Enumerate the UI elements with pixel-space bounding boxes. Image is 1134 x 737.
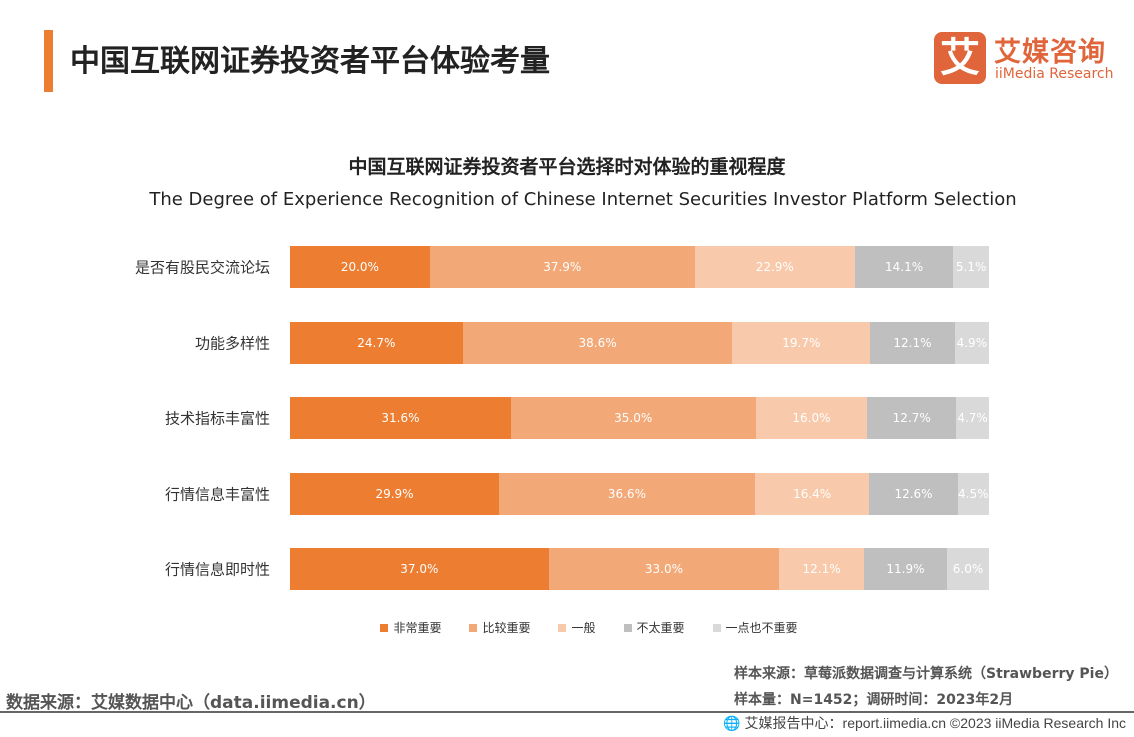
bar-segment: 14.1%: [854, 246, 954, 288]
logo-mark: 艾: [934, 32, 986, 84]
data-label: 35.0%: [614, 411, 653, 425]
data-label: 4.5%: [958, 487, 989, 501]
bar-segment: 24.7%: [290, 322, 463, 364]
bar-segment: 19.7%: [732, 322, 871, 364]
bar-segment: 36.6%: [499, 473, 755, 515]
data-label: 5.1%: [955, 260, 987, 274]
bar-segment: 12.1%: [779, 548, 864, 590]
bar-segment: 6.0%: [947, 548, 989, 590]
page-title: 中国互联网证券投资者平台体验考量: [70, 44, 550, 79]
data-label: 36.6%: [607, 487, 646, 501]
category-label: 技术指标丰富性: [164, 409, 270, 428]
data-label: 12.6%: [894, 487, 933, 501]
legend-item: 一般: [558, 619, 596, 636]
bar-segment: 33.0%: [548, 548, 780, 590]
bar-segment: 4.7%: [956, 397, 989, 439]
bar-segment: 4.5%: [957, 473, 989, 515]
footer-report-text: 艾媒报告中心：report.iimedia.cn ©2023 iiMedia R…: [744, 715, 1126, 731]
globe-icon: 🌐: [723, 715, 741, 731]
bar-segment: 31.6%: [290, 397, 511, 439]
legend-item: 一点也不重要: [712, 619, 798, 636]
data-source: 数据来源：艾媒数据中心（data.iimedia.cn）: [6, 693, 376, 713]
data-label: 37.0%: [400, 562, 439, 576]
category-label: 行情信息即时性: [164, 560, 270, 579]
bar-segment: 12.6%: [869, 473, 958, 515]
legend-item: 不太重要: [623, 619, 685, 636]
category-label: 功能多样性: [194, 334, 270, 353]
category-label: 是否有股民交流论坛: [134, 258, 270, 277]
legend-label: 一般: [571, 621, 596, 635]
bar-segment: 5.1%: [953, 246, 989, 288]
legend-item: 非常重要: [380, 619, 441, 636]
data-label: 33.0%: [644, 562, 684, 576]
bar-segment: 4.9%: [954, 322, 989, 364]
legend-swatch: [558, 623, 567, 632]
logo-text-cn: 艾媒咨询: [994, 37, 1106, 68]
bar-segment: 16.4%: [754, 473, 870, 515]
sample-source: 样本来源：草莓派数据调查与计算系统（Strawberry Pie）: [734, 666, 1118, 682]
legend-label: 比较重要: [482, 621, 531, 635]
data-label: 4.9%: [956, 336, 988, 350]
data-label: 31.6%: [381, 411, 420, 425]
bar-segment: 37.0%: [290, 548, 549, 590]
data-label: 20.0%: [340, 260, 379, 274]
data-label: 12.1%: [893, 336, 932, 350]
data-label: 37.9%: [543, 260, 582, 274]
bar-segment: 35.0%: [510, 397, 756, 439]
data-label: 24.7%: [357, 336, 396, 350]
bar-segment: 12.1%: [870, 322, 955, 364]
data-label: 22.9%: [755, 260, 794, 274]
bar-segment: 12.7%: [867, 397, 957, 439]
data-label: 12.1%: [802, 562, 841, 576]
sample-size: 样本量：N=1452；调研时间：2023年2月: [734, 692, 1014, 708]
data-label: 6.0%: [952, 562, 984, 576]
data-label: 4.7%: [957, 411, 988, 425]
legend-swatch: [623, 623, 632, 632]
data-label: 14.1%: [884, 260, 924, 274]
bar-segment: 20.0%: [290, 246, 430, 288]
legend-item: 比较重要: [469, 619, 530, 636]
legend-label: 非常重要: [393, 621, 442, 635]
data-label: 16.4%: [793, 487, 832, 501]
data-label: 16.0%: [792, 411, 831, 425]
footer-divider: [0, 711, 1134, 713]
data-label: 38.6%: [578, 336, 617, 350]
footer-report: 🌐 艾媒报告中心：report.iimedia.cn ©2023 iiMedia…: [723, 714, 1126, 732]
legend-label: 一点也不重要: [725, 621, 798, 635]
legend-label: 不太重要: [636, 621, 685, 635]
chart-legend: 非常重要 比较重要 一般 不太重要 一点也不重要: [0, 619, 1134, 636]
bar-segment: 16.0%: [755, 397, 868, 439]
bar-segment: 38.6%: [462, 322, 733, 364]
legend-swatch: [712, 623, 721, 632]
logo-text-en: iiMedia Research: [995, 66, 1114, 82]
data-label: 12.7%: [892, 411, 931, 425]
data-label: 29.9%: [375, 487, 414, 501]
legend-swatch: [380, 623, 389, 632]
title-accent-bar: [44, 30, 53, 92]
chart-subtitle: The Degree of Experience Recognition of …: [149, 189, 1017, 210]
bar-segment: 37.9%: [429, 246, 695, 288]
data-label: 19.7%: [782, 336, 821, 350]
bar-segment: 11.9%: [863, 548, 948, 590]
legend-swatch: [469, 623, 478, 632]
bar-segment: 22.9%: [694, 246, 855, 288]
category-label: 行情信息丰富性: [164, 485, 270, 504]
chart-title: 中国互联网证券投资者平台选择时对体验的重视程度: [348, 156, 786, 178]
bar-segment: 29.9%: [290, 473, 499, 515]
data-label: 11.9%: [886, 562, 925, 576]
